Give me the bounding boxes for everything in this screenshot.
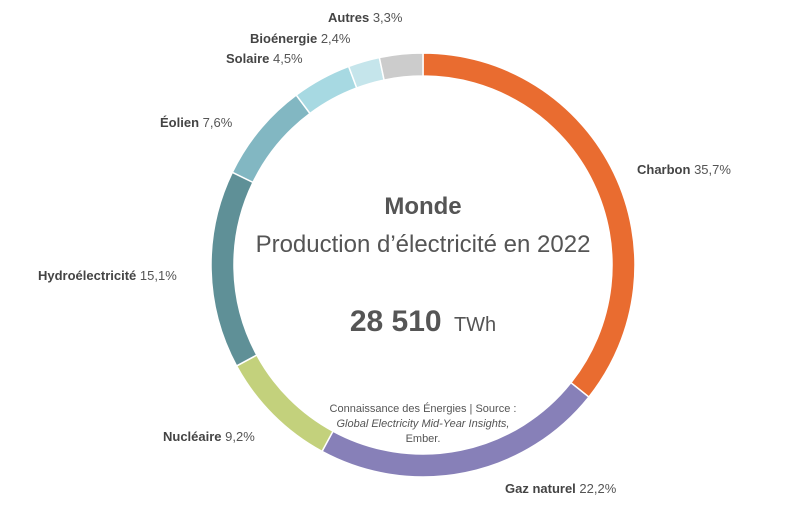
donut-segment-4 [231, 94, 312, 184]
label-value: 2,4% [320, 31, 351, 46]
label-value: 22,2% [579, 481, 617, 496]
label-value: 3,3% [372, 10, 403, 25]
total-unit: TWh [453, 314, 497, 336]
label-name: Autres [328, 10, 370, 25]
chart-subtitle: Production d’électricité en 2022 [255, 231, 591, 258]
legend-label-bioenergie: Bioénergie 2,4% [250, 31, 350, 46]
legend-label-nucleaire: Nucléaire 9,2% [163, 429, 255, 444]
legend-label-eolien: Éolien 7,6% [160, 115, 232, 130]
label-name: Solaire [226, 51, 270, 66]
label-value: 7,6% [202, 115, 233, 130]
legend-label-gaz-naturel: Gaz naturel 22,2% [505, 481, 616, 496]
donut-segment-5 [295, 65, 358, 115]
total-value: 28 510 [349, 305, 442, 338]
source-publisher: Ember. [405, 433, 441, 445]
label-value: 9,2% [225, 429, 255, 444]
label-value: 15,1% [139, 268, 177, 283]
chart-total: 28 510 TWh [223, 305, 623, 339]
donut-segment-7 [378, 52, 424, 81]
label-value: 35,7% [694, 162, 731, 177]
donut-segment-0 [422, 52, 636, 399]
label-value: 4,5% [272, 51, 303, 66]
label-name: Bioénergie [250, 31, 318, 46]
label-name: Hydroélectricité [38, 268, 137, 283]
legend-label-autres: Autres 3,3% [328, 10, 402, 25]
chart-title: Monde [384, 193, 462, 220]
label-name: Charbon [637, 162, 691, 177]
label-name: Éolien [160, 115, 200, 130]
label-name: Gaz naturel [505, 481, 576, 496]
source-prefix: Connaissance des Énergies | Source : [329, 403, 517, 415]
legend-label-hydroelectricite: Hydroélectricité 15,1% [38, 268, 177, 283]
legend-label-charbon: Charbon 35,7% [637, 162, 731, 177]
source-publication: Global Electricity Mid-Year Insights, [336, 418, 510, 430]
label-name: Nucléaire [163, 429, 222, 444]
source-note: Connaissance des Énergies | Source : Glo… [298, 402, 548, 447]
legend-label-solaire: Solaire 4,5% [226, 51, 303, 66]
